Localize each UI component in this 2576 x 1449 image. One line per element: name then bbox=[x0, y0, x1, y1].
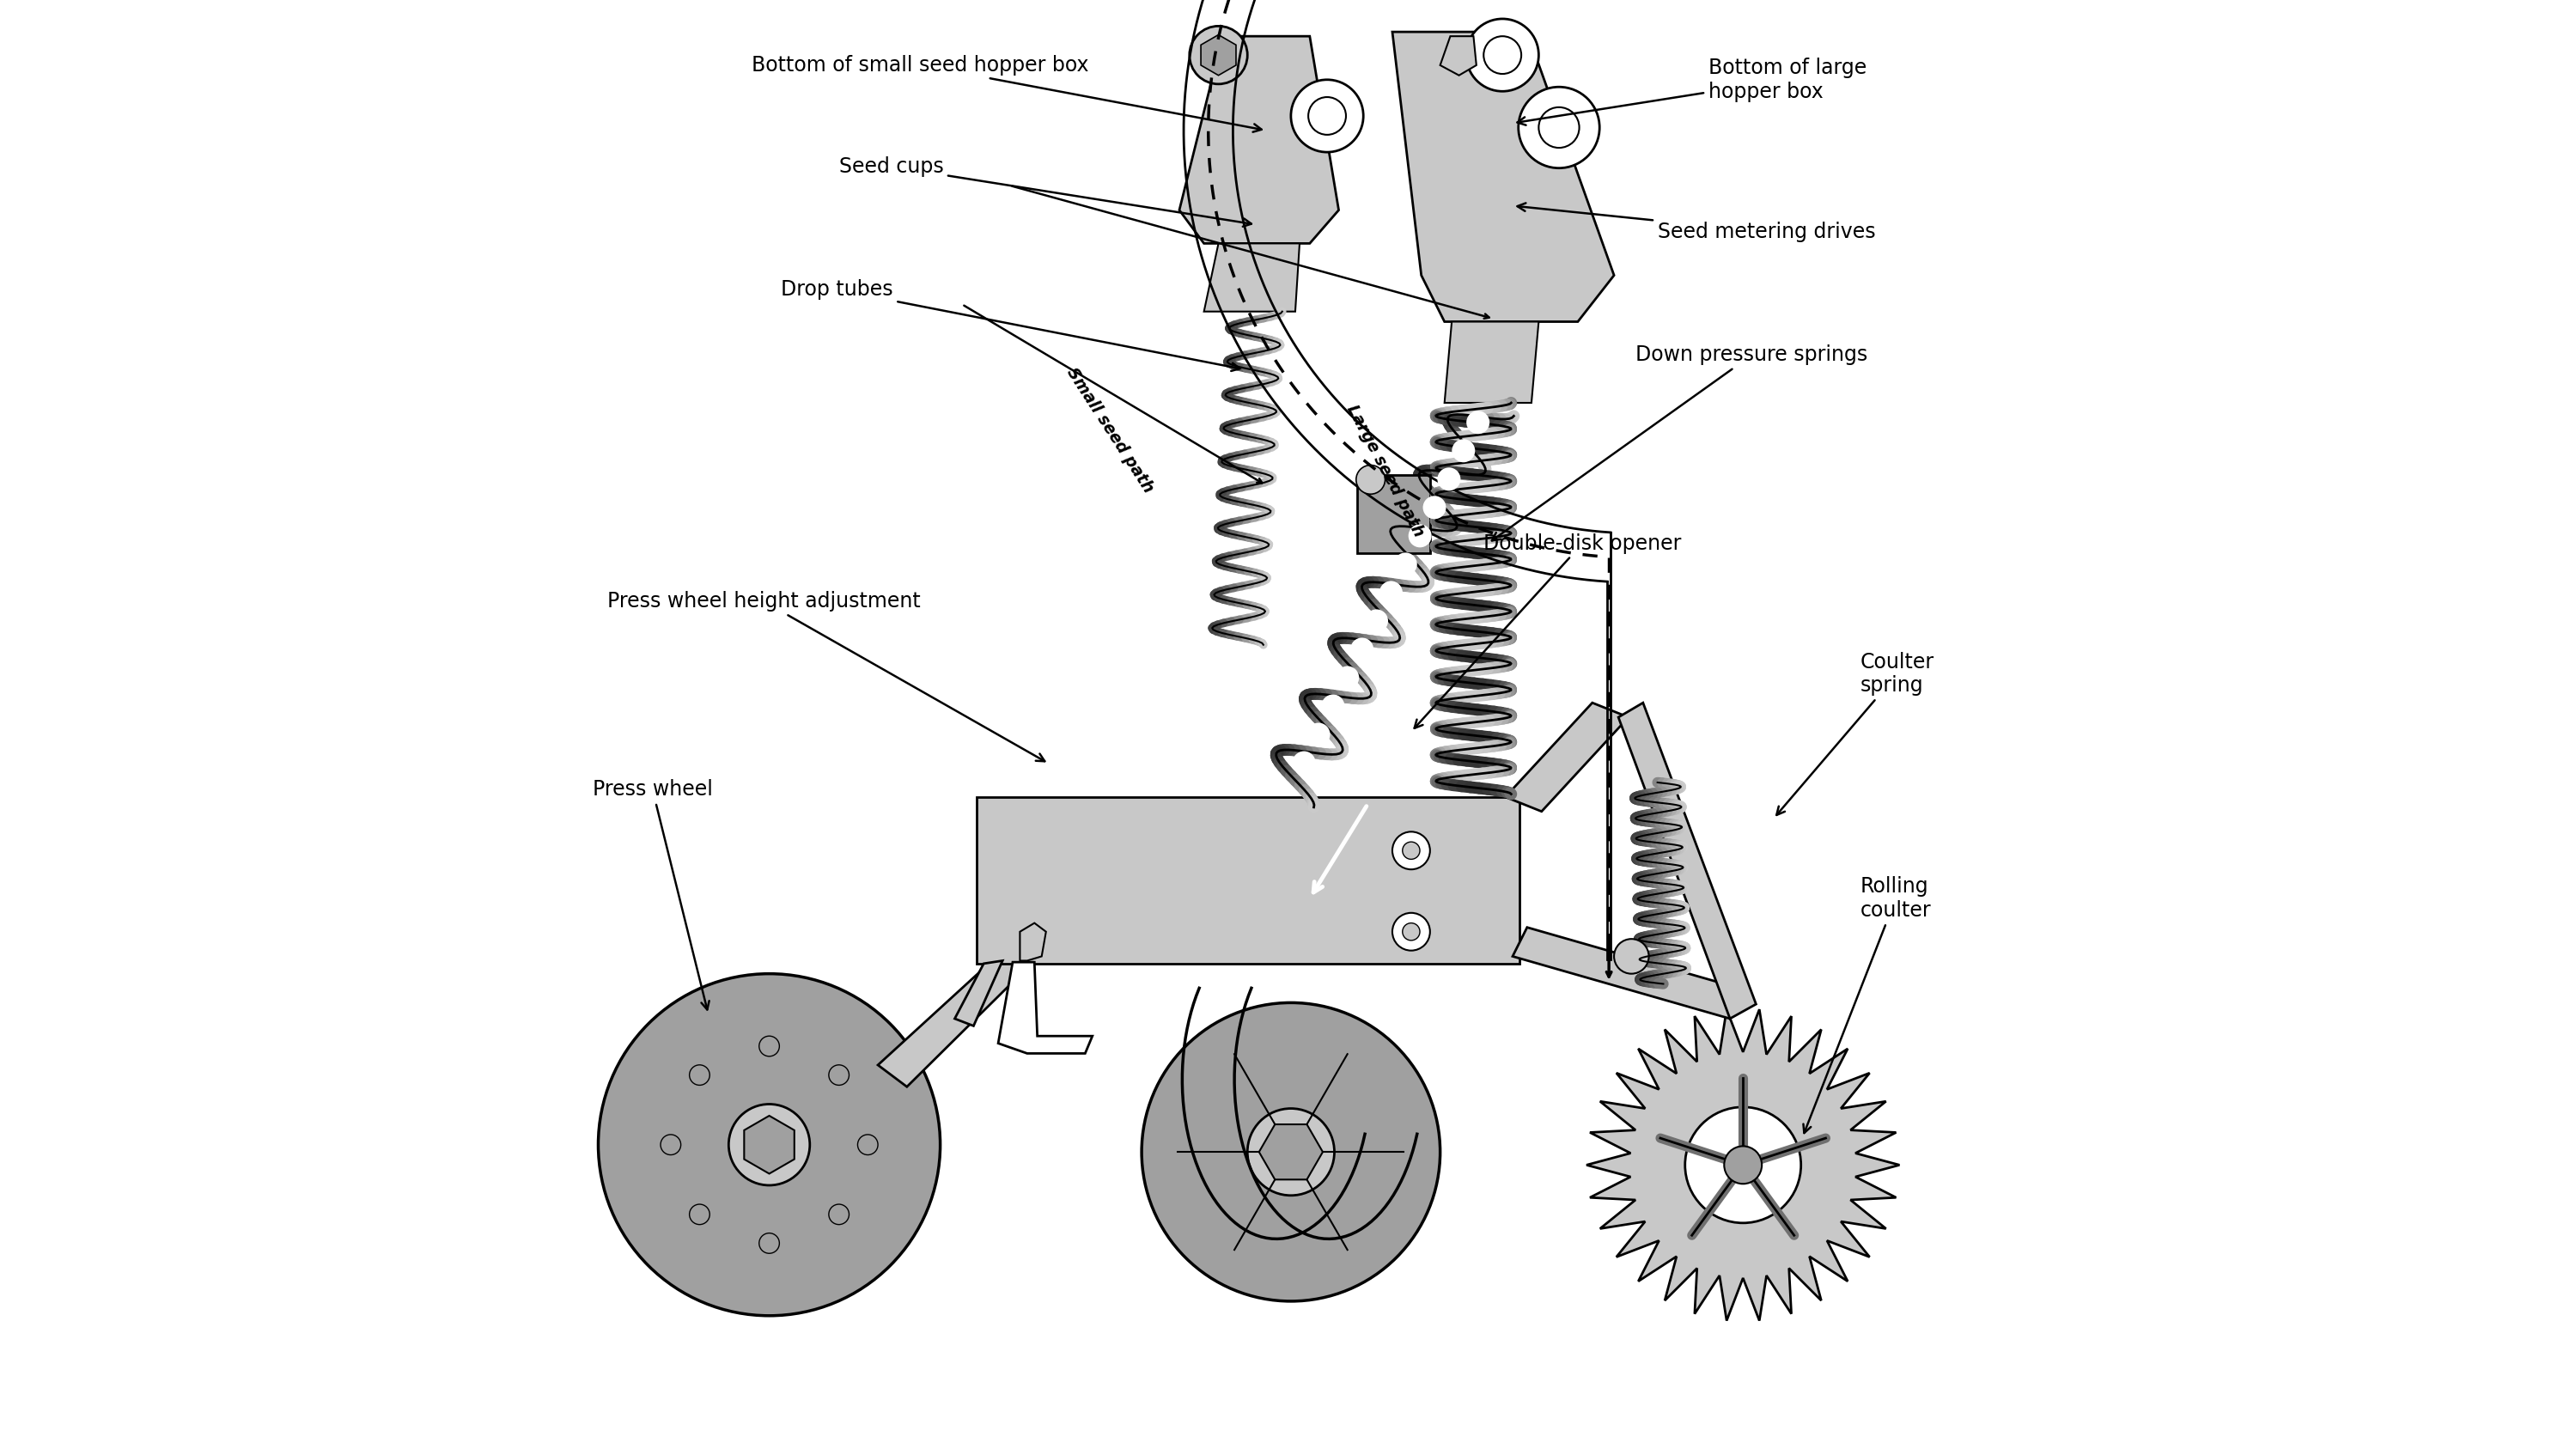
Polygon shape bbox=[956, 961, 1002, 1026]
Text: Press wheel: Press wheel bbox=[592, 780, 714, 1010]
Polygon shape bbox=[1203, 243, 1301, 312]
Polygon shape bbox=[1358, 475, 1430, 554]
Circle shape bbox=[1291, 80, 1363, 152]
Circle shape bbox=[1355, 465, 1386, 494]
Circle shape bbox=[1350, 638, 1373, 661]
Polygon shape bbox=[1260, 1124, 1324, 1179]
Circle shape bbox=[1437, 468, 1461, 491]
Circle shape bbox=[1615, 939, 1649, 974]
Circle shape bbox=[829, 1204, 850, 1224]
Text: Down pressure springs: Down pressure springs bbox=[1492, 345, 1868, 540]
Circle shape bbox=[1394, 832, 1430, 869]
Circle shape bbox=[729, 1104, 809, 1185]
Circle shape bbox=[1309, 97, 1347, 135]
Polygon shape bbox=[878, 942, 1046, 1087]
Text: Seed cups: Seed cups bbox=[840, 156, 1252, 226]
Text: Seed metering drives: Seed metering drives bbox=[1517, 203, 1875, 242]
Text: Double-disk opener: Double-disk opener bbox=[1414, 533, 1682, 729]
Polygon shape bbox=[1394, 32, 1615, 322]
Polygon shape bbox=[1504, 703, 1628, 811]
Circle shape bbox=[1401, 923, 1419, 940]
Circle shape bbox=[690, 1204, 711, 1224]
Circle shape bbox=[858, 1135, 878, 1155]
Circle shape bbox=[1365, 610, 1388, 633]
Polygon shape bbox=[1445, 322, 1538, 403]
Circle shape bbox=[1306, 723, 1329, 746]
Circle shape bbox=[1422, 496, 1445, 519]
FancyBboxPatch shape bbox=[976, 797, 1520, 964]
Circle shape bbox=[1293, 751, 1316, 774]
Circle shape bbox=[1247, 1108, 1334, 1195]
Circle shape bbox=[1321, 694, 1345, 717]
Circle shape bbox=[1401, 842, 1419, 859]
Circle shape bbox=[1466, 412, 1489, 435]
Circle shape bbox=[1378, 581, 1401, 604]
Text: Bottom of large
hopper box: Bottom of large hopper box bbox=[1517, 58, 1868, 125]
Polygon shape bbox=[1180, 36, 1340, 243]
Polygon shape bbox=[1618, 703, 1757, 1019]
Polygon shape bbox=[1440, 36, 1476, 75]
Text: Rolling
coulter: Rolling coulter bbox=[1803, 877, 1932, 1133]
Text: Small seed path: Small seed path bbox=[1064, 365, 1157, 496]
Circle shape bbox=[598, 974, 940, 1316]
Circle shape bbox=[1723, 1146, 1762, 1184]
Polygon shape bbox=[744, 1116, 793, 1174]
Polygon shape bbox=[997, 962, 1092, 1053]
Text: Drop tubes: Drop tubes bbox=[781, 280, 1239, 371]
Polygon shape bbox=[1200, 35, 1236, 75]
Circle shape bbox=[1394, 552, 1417, 575]
Circle shape bbox=[1484, 36, 1522, 74]
Circle shape bbox=[1685, 1107, 1801, 1223]
Circle shape bbox=[1394, 913, 1430, 951]
Circle shape bbox=[1409, 525, 1432, 548]
Circle shape bbox=[1517, 87, 1600, 168]
Circle shape bbox=[1453, 439, 1476, 462]
Circle shape bbox=[1190, 26, 1247, 84]
Circle shape bbox=[1141, 1003, 1440, 1301]
Text: Large seed path: Large seed path bbox=[1342, 401, 1427, 539]
Text: Coulter
spring: Coulter spring bbox=[1777, 652, 1935, 814]
Polygon shape bbox=[1020, 923, 1046, 961]
Circle shape bbox=[760, 1233, 781, 1253]
Text: Press wheel height adjustment: Press wheel height adjustment bbox=[608, 591, 1046, 761]
Polygon shape bbox=[1512, 927, 1744, 1019]
Text: Bottom of small seed hopper box: Bottom of small seed hopper box bbox=[752, 55, 1262, 132]
Circle shape bbox=[1337, 667, 1360, 690]
Circle shape bbox=[760, 1036, 781, 1056]
Circle shape bbox=[1466, 19, 1538, 91]
Circle shape bbox=[659, 1135, 680, 1155]
Circle shape bbox=[1538, 107, 1579, 148]
Circle shape bbox=[690, 1065, 711, 1085]
Polygon shape bbox=[1587, 1010, 1899, 1320]
Circle shape bbox=[829, 1065, 850, 1085]
